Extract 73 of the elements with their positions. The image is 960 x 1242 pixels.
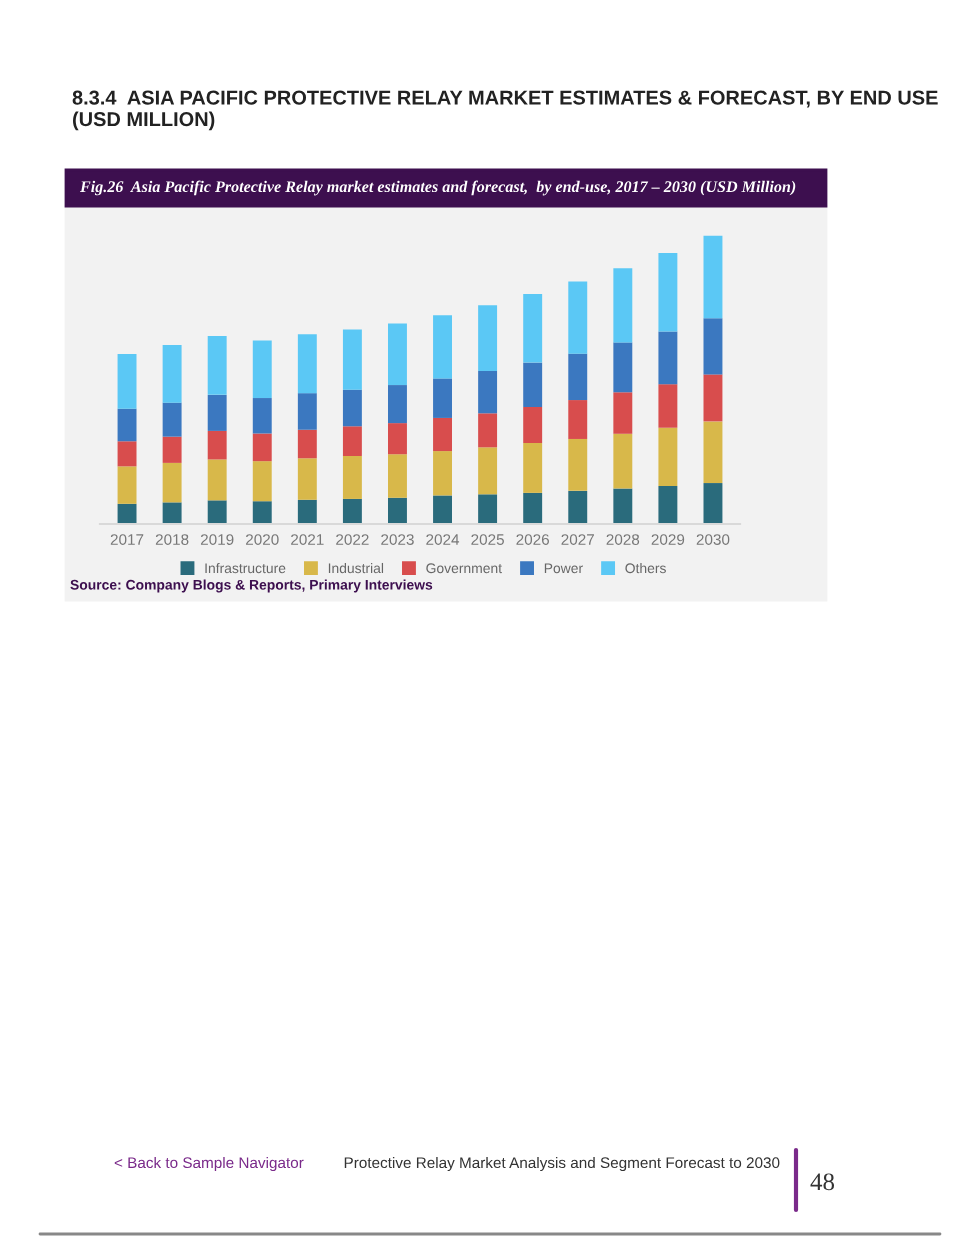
bar: [613, 488, 633, 524]
bar: [342, 329, 362, 390]
bar: [207, 430, 227, 460]
bar: [207, 500, 227, 524]
bar: [613, 392, 633, 434]
bar: [703, 483, 723, 524]
bar: [162, 462, 182, 503]
bar: [523, 492, 543, 524]
bar: [207, 459, 227, 501]
bar: [162, 502, 182, 524]
bar: [252, 433, 272, 462]
bar: [433, 315, 452, 379]
chart-subtitle: Fig.26 Asia Pacific Protective Relay market estimates and forecast, by end-use, 2017 – 2030 (USD Million): [79, 180, 796, 196]
bar: [613, 268, 633, 343]
bar: [117, 408, 137, 442]
bar: [703, 235, 723, 319]
bar: [297, 499, 317, 524]
bar: [703, 421, 723, 484]
bar: [523, 443, 543, 493]
bar: [523, 362, 543, 407]
bar: [433, 495, 452, 524]
bar: [388, 385, 407, 424]
bar: [162, 436, 182, 463]
bar: [658, 485, 678, 524]
bar: [433, 451, 452, 496]
bar: [388, 454, 407, 498]
bar: [568, 400, 588, 439]
bar: [568, 281, 588, 354]
bar: [297, 458, 317, 500]
bar: [342, 498, 362, 524]
bar: [252, 398, 272, 434]
bar: [433, 378, 452, 418]
bar: [703, 374, 723, 422]
bar: [658, 427, 678, 486]
bar: [478, 494, 498, 524]
bar: [613, 433, 633, 489]
bar: [478, 447, 498, 495]
bar: [252, 340, 272, 399]
bar: [207, 336, 227, 395]
bar: [568, 353, 588, 401]
bar: [297, 429, 317, 459]
bar: [703, 318, 723, 375]
bar: [252, 461, 272, 502]
bar: [478, 305, 498, 371]
bar: [658, 253, 678, 332]
bar: [388, 423, 407, 455]
bar: [252, 501, 272, 524]
chart-title: 8.3.4 ASIA PACIFIC PROTECTIVE RELAY MARKET ESTIMATES & FORECAST, BY END USE (USD MILLION): [72, 90, 938, 131]
bar: [207, 394, 227, 431]
bar: [117, 503, 137, 524]
bar: [117, 466, 137, 504]
bar: [613, 342, 633, 393]
bar: [342, 455, 362, 499]
bar: [478, 370, 498, 414]
bar: [342, 426, 362, 456]
bar: [297, 334, 317, 394]
bar: [117, 353, 137, 409]
text: 48: [810, 1173, 835, 1191]
bar: [297, 393, 317, 430]
bar: [478, 413, 498, 448]
bar: [568, 438, 588, 491]
bar: [433, 417, 452, 452]
bar: [388, 497, 407, 524]
bar: [342, 389, 362, 427]
bar: [658, 331, 678, 385]
bar: [162, 345, 182, 403]
bar: [658, 384, 678, 428]
bar: [388, 323, 407, 386]
bar: [117, 441, 137, 467]
bar: [523, 406, 543, 444]
bar: [162, 402, 182, 437]
bar: [568, 490, 588, 524]
bar: [523, 293, 543, 363]
